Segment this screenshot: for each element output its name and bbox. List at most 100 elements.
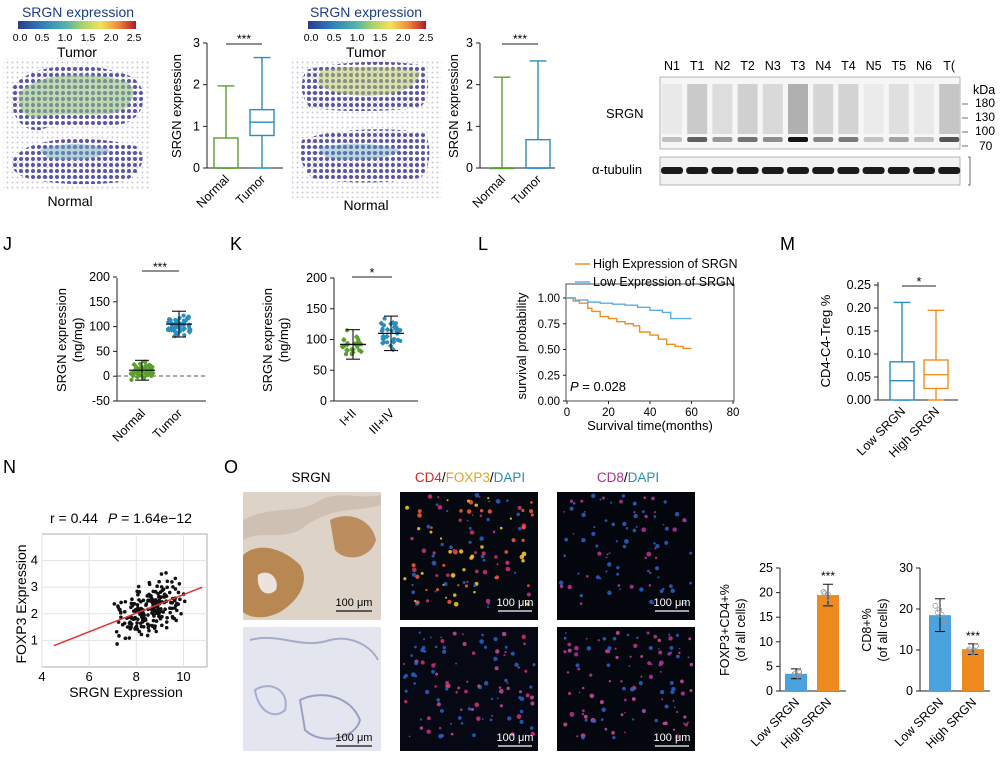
scatter-point	[125, 625, 130, 629]
fluorescent-cell	[521, 634, 526, 640]
fluorescent-cell	[567, 584, 572, 590]
fluorescent-cell	[686, 721, 689, 724]
fluorescent-cell	[496, 697, 499, 700]
fluorescent-cell	[615, 540, 618, 543]
fluorescent-cell	[682, 722, 685, 725]
fluorescent-cell	[458, 518, 462, 522]
x-tick-label: 20	[602, 407, 615, 419]
tumor-label-1: Tumor	[57, 44, 97, 60]
fluorescent-cell	[689, 662, 694, 667]
y-axis-label: CD4-C4-Treg %	[818, 294, 833, 387]
data-point	[344, 347, 351, 354]
fluorescent-cell	[668, 633, 671, 636]
fluorescent-cell	[448, 549, 452, 554]
fluorescent-cell	[420, 571, 424, 575]
fluorescent-cell	[510, 732, 515, 737]
foxp3-part: FOXP3	[446, 470, 490, 485]
fluorescent-cell	[442, 645, 447, 650]
fluorescent-cell	[658, 660, 664, 666]
fluorescent-cell	[453, 601, 459, 607]
fluorescent-cell	[411, 563, 416, 568]
colorbar-1	[18, 21, 136, 29]
legend-title-2: SRGN expression	[310, 4, 422, 20]
survival-plot-l: High Expression of SRGN Low Expression o…	[514, 257, 739, 433]
y-axis-label-line1: SRGN expression	[54, 288, 69, 392]
significance-label: ***	[966, 629, 980, 643]
fluorescent-cell	[411, 583, 414, 587]
fluorescent-cell	[420, 660, 425, 665]
scatter-point	[165, 615, 169, 620]
fluorescent-cell	[529, 685, 533, 689]
fluorescent-cell	[479, 508, 484, 513]
fluorescent-cell	[484, 645, 488, 649]
tumor-label-2: Tumor	[346, 44, 386, 60]
scatter-point	[146, 613, 150, 617]
fluorescent-cell	[430, 526, 433, 529]
fluorescent-cell	[526, 592, 531, 597]
x-tick-label: 80	[727, 407, 740, 419]
fluorescent-cell	[421, 645, 426, 650]
lane-label: N6	[916, 59, 932, 73]
scatter-point	[135, 621, 139, 625]
data-point	[378, 320, 385, 327]
data-point	[390, 339, 397, 345]
fluorescent-cell	[574, 645, 579, 651]
fluorescent-cell	[417, 509, 422, 514]
fluorescent-cell	[489, 718, 493, 722]
scatter-point	[127, 621, 132, 626]
fluorescent-cell	[530, 731, 535, 737]
fluorescent-cell	[663, 721, 668, 726]
srgn-smear	[888, 84, 909, 134]
colorbar-2	[308, 21, 426, 29]
cd4-part: CD4	[415, 470, 442, 485]
ihc-stroma	[243, 495, 381, 540]
p-symbol: P	[570, 379, 579, 394]
fluorescent-cell	[516, 512, 520, 517]
fluorescent-cell	[652, 602, 654, 605]
data-point	[167, 318, 173, 325]
fluorescent-cell	[563, 636, 567, 640]
fluorescent-cell	[495, 499, 501, 504]
fluorescent-cell	[567, 691, 572, 696]
scatter-point	[158, 616, 163, 621]
fluorescent-cell	[658, 647, 660, 650]
scatter-point	[168, 606, 172, 610]
normal-label-1: Normal	[47, 193, 92, 209]
lane-label: T2	[740, 59, 755, 73]
scatter-point	[157, 579, 161, 584]
fluorescent-cell	[597, 551, 602, 556]
scatter-point	[173, 576, 178, 581]
fluorescent-cell	[663, 500, 667, 504]
fluorescent-cell	[678, 651, 681, 654]
fluorescent-cell	[425, 599, 430, 603]
data-point	[186, 315, 191, 320]
fluorescent-cell	[659, 671, 662, 673]
replicate-point	[825, 600, 831, 606]
fluorescent-cell	[530, 701, 535, 706]
y-axis-label-line2: (ng/mg)	[276, 318, 291, 363]
fluorescent-cell	[431, 663, 436, 668]
fluorescent-cell	[443, 581, 448, 587]
tubulin-band	[913, 167, 935, 174]
fluorescent-cell	[632, 528, 637, 533]
fluorescent-cell	[460, 722, 464, 725]
scatter-point	[164, 620, 169, 624]
title-sep: /	[442, 470, 446, 485]
fluorescent-cell	[440, 709, 444, 713]
fluorescent-cell	[417, 513, 422, 518]
data-point	[136, 370, 142, 375]
lane-label: N1	[664, 59, 680, 73]
fluorescent-cell	[619, 588, 622, 591]
tubulin-band	[711, 167, 734, 174]
fluorescent-cell	[442, 583, 445, 586]
fluorescent-cell	[530, 501, 533, 504]
lane-label: N3	[765, 59, 781, 73]
y-tick-label: 0.50	[538, 345, 560, 357]
ihc-image-low	[243, 627, 381, 751]
fluorescent-cell	[620, 679, 623, 683]
replicate-point	[938, 611, 945, 618]
scatter-point	[159, 572, 164, 576]
data-point	[385, 340, 390, 345]
fluorescent-cell	[647, 661, 652, 666]
